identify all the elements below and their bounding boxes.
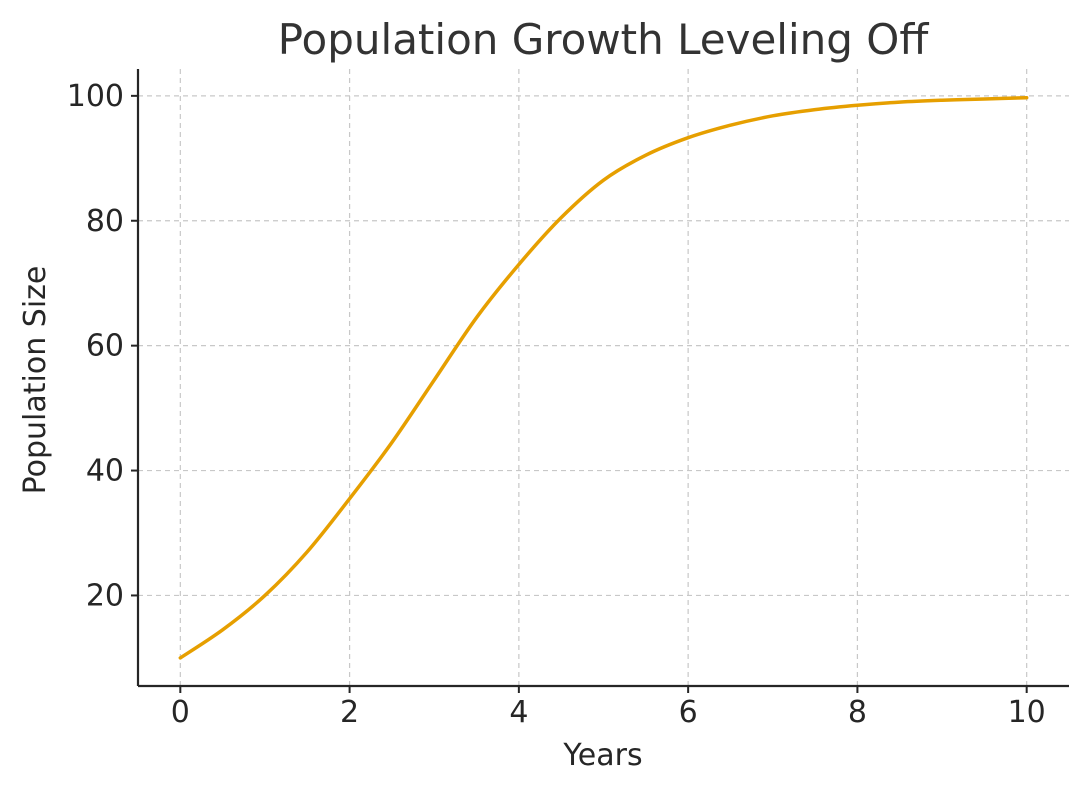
series-layer <box>178 95 1029 660</box>
y-tick-label: 100 <box>67 79 124 114</box>
population-series-line <box>178 95 1029 660</box>
x-tick-label: 4 <box>509 695 528 730</box>
grid <box>138 69 1069 686</box>
x-tick-label: 10 <box>1008 695 1046 730</box>
x-tick-label: 0 <box>171 695 190 730</box>
x-tick-label: 6 <box>679 695 698 730</box>
y-tick-label: 60 <box>86 329 124 364</box>
x-tick-label: 2 <box>340 695 359 730</box>
ticks: 0 2 4 6 8 10 20 40 60 80 100 <box>67 79 1046 730</box>
y-tick-label: 20 <box>86 578 124 613</box>
axes <box>136 69 1069 688</box>
y-tick-label: 40 <box>86 454 124 489</box>
x-axis-label: Years <box>562 738 642 773</box>
y-axis-label: Population Size <box>18 266 53 495</box>
chart-title: Population Growth Leveling Off <box>278 15 930 64</box>
x-tick-label: 8 <box>848 695 867 730</box>
y-tick-label: 80 <box>86 204 124 239</box>
